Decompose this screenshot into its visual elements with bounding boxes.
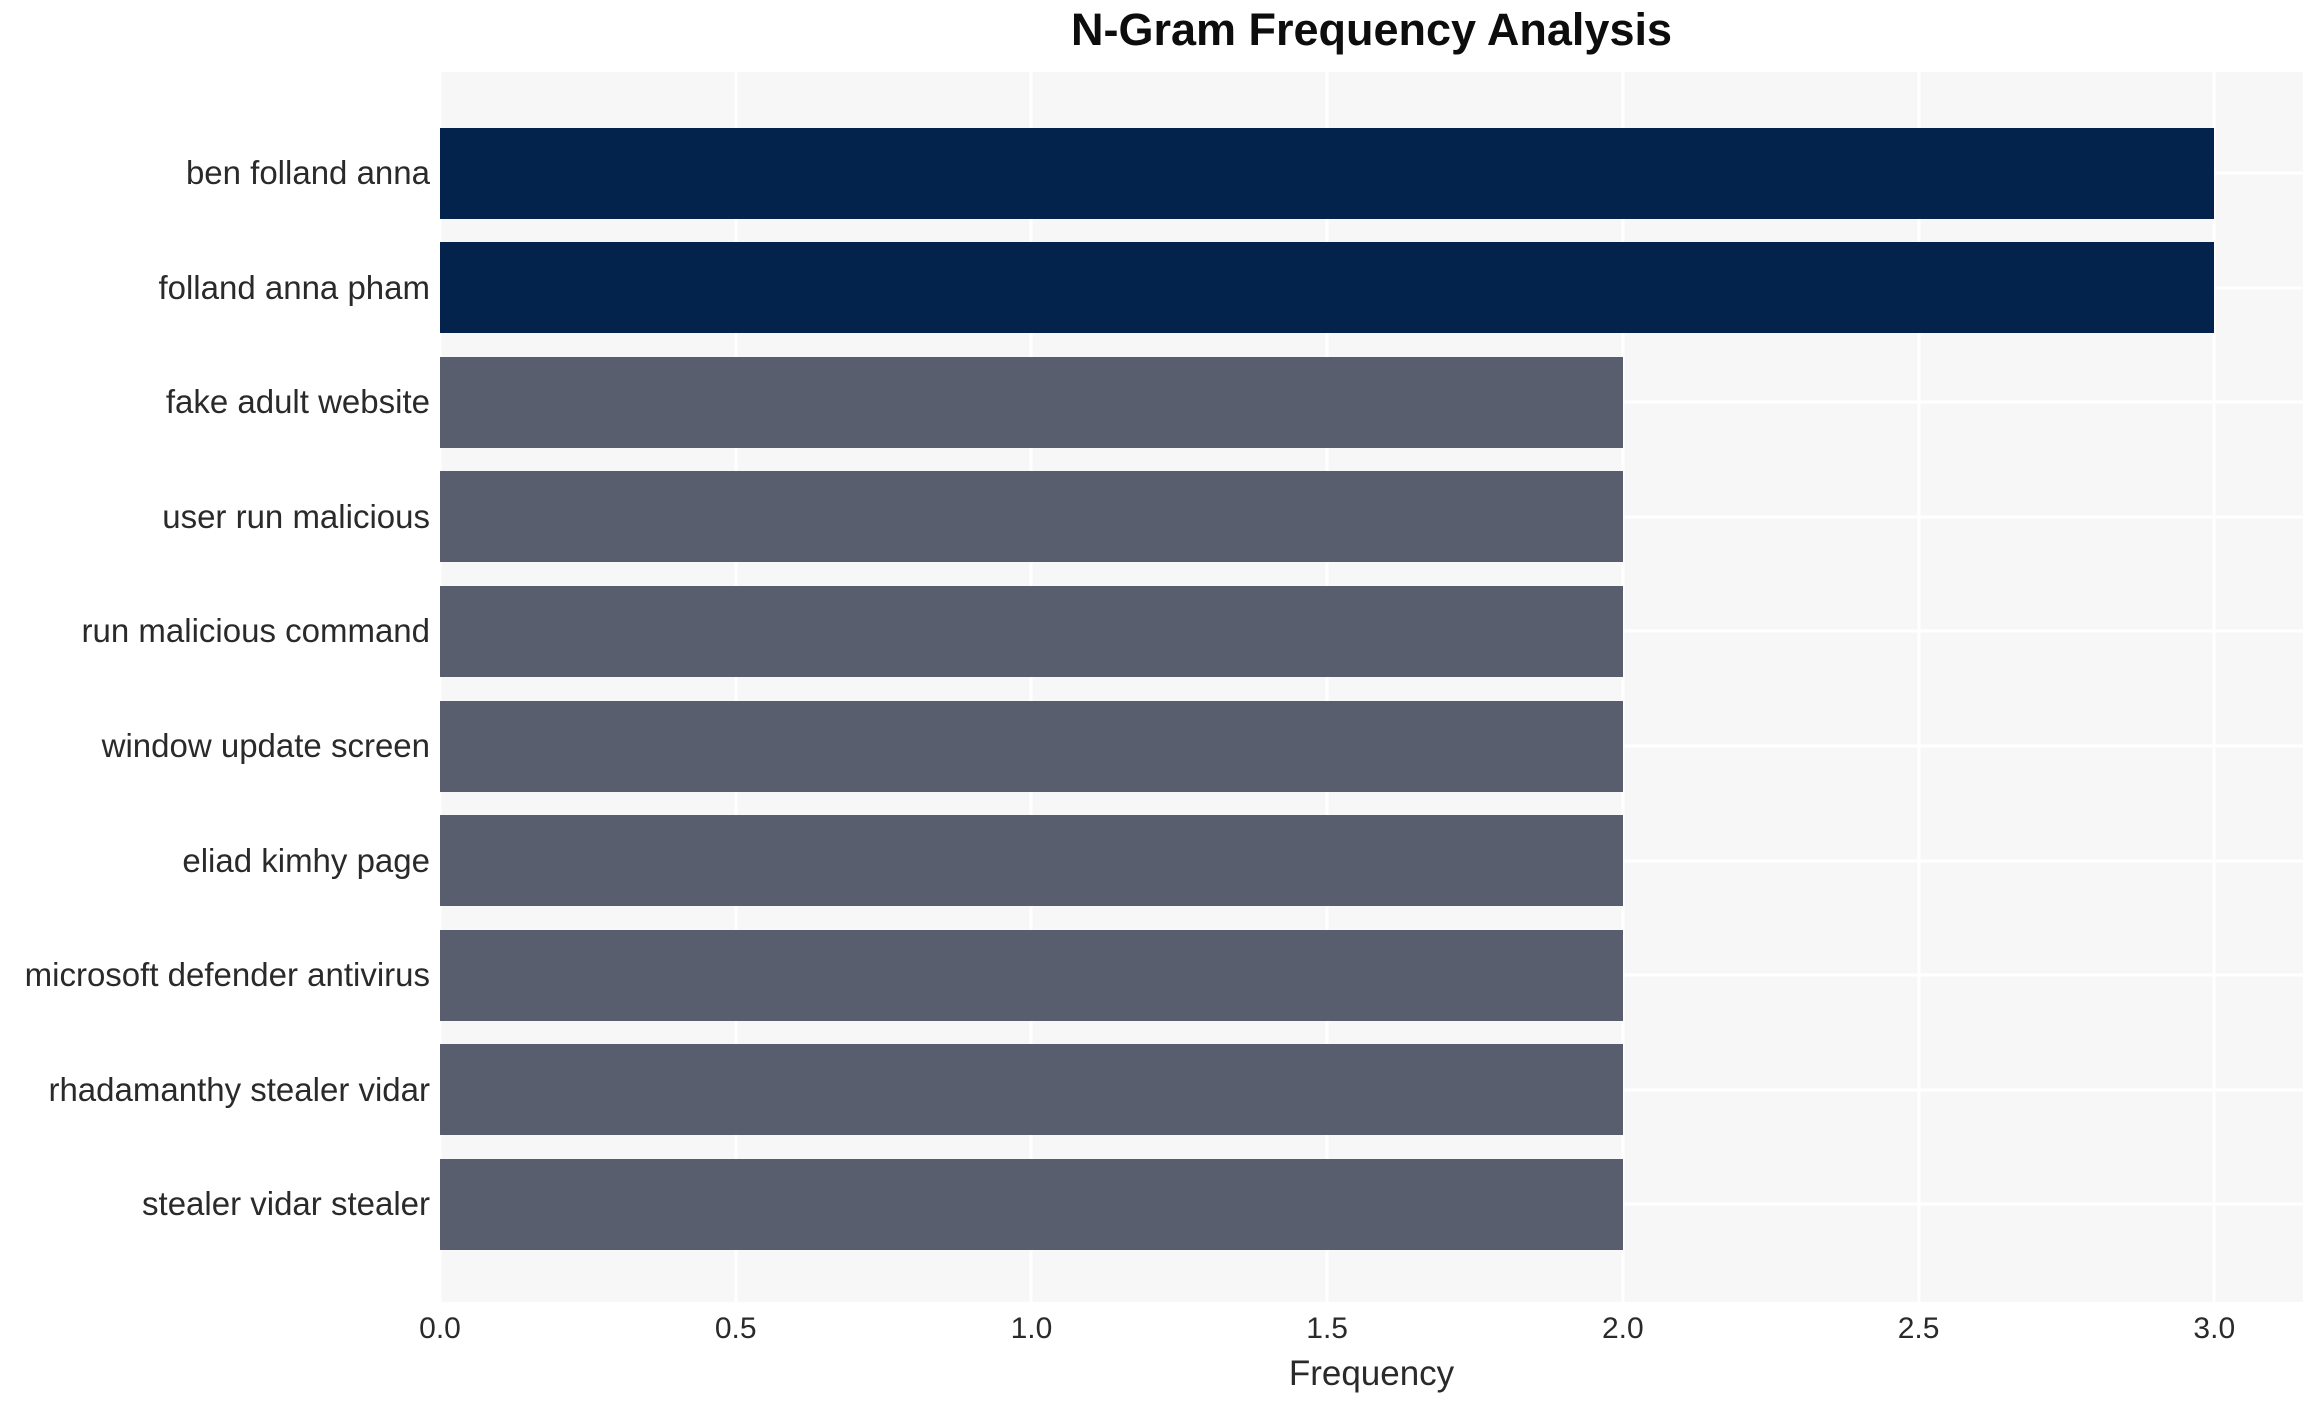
plot-area <box>440 72 2303 1302</box>
y-axis-label: stealer vidar stealer <box>142 1185 430 1223</box>
x-tick-label: 3.0 <box>2193 1312 2236 1345</box>
y-axis-label: run malicious command <box>81 612 430 650</box>
gridline-vertical <box>1325 72 1329 1302</box>
y-axis-label: user run malicious <box>162 497 430 535</box>
gridline-vertical <box>1621 72 1625 1302</box>
x-tick-label: 2.0 <box>1601 1312 1644 1345</box>
gridline-vertical <box>440 72 442 1302</box>
x-tick-label: 2.5 <box>1897 1312 1940 1345</box>
x-tick-label: 0.5 <box>714 1312 757 1345</box>
y-axis-label: microsoft defender antivirus <box>24 956 430 994</box>
x-axis-ticks: 0.0 0.5 1.0 1.5 2.0 2.5 3.0 <box>0 1312 2318 1352</box>
chart-title: N-Gram Frequency Analysis <box>1070 4 1673 55</box>
x-tick-label: 0.0 <box>419 1312 461 1345</box>
y-axis-label: rhadamanthy stealer vidar <box>48 1070 430 1108</box>
y-axis-label: ben folland anna <box>185 154 430 191</box>
bar <box>440 471 1623 563</box>
y-axis-label: eliad kimhy page <box>182 841 430 879</box>
x-tick-label: 1.5 <box>1306 1312 1348 1345</box>
y-axis-label: window update screen <box>101 727 430 764</box>
gridline-vertical <box>1917 72 1921 1302</box>
gridline-vertical <box>734 72 738 1302</box>
gridline-vertical <box>1029 72 1033 1302</box>
bar <box>440 1158 1623 1250</box>
x-axis-label: Frequency <box>1288 1354 1455 1393</box>
bar <box>440 700 1623 792</box>
y-axis-label: fake adult website <box>165 383 430 421</box>
bar <box>440 1044 1623 1136</box>
bar <box>440 815 1623 907</box>
x-tick-label: 1.0 <box>1010 1312 1053 1345</box>
bar <box>440 127 2215 219</box>
bar <box>440 242 2215 334</box>
bar <box>440 929 1623 1021</box>
bar <box>440 356 1623 448</box>
gridline-vertical <box>2212 72 2216 1302</box>
y-axis-labels: ben folland anna folland anna pham fake ad… <box>0 72 430 1302</box>
y-axis-label: folland anna pham <box>158 268 430 306</box>
bar <box>440 585 1623 677</box>
